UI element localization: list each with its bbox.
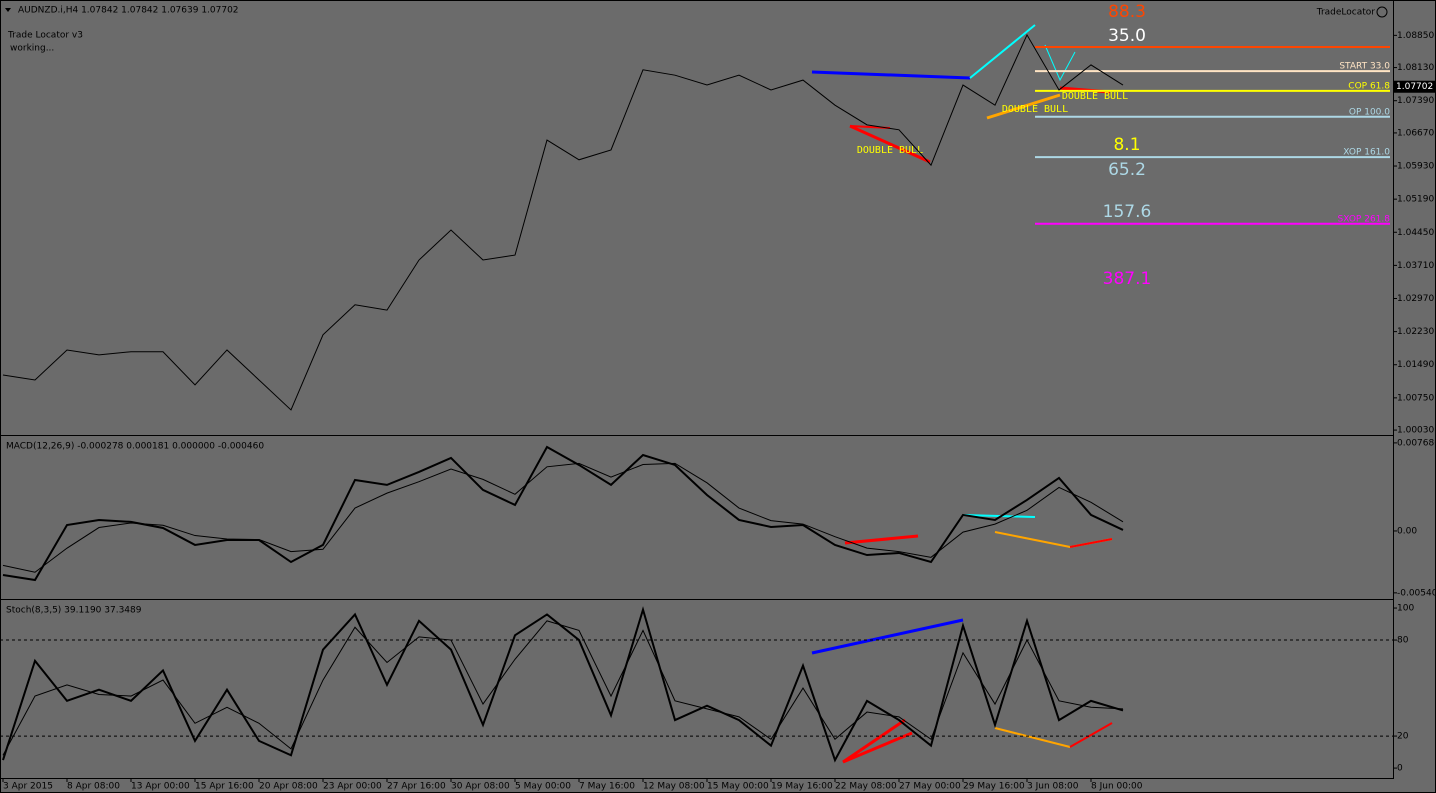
x-tick-label: 3 Jun 08:00: [1027, 782, 1079, 792]
trend-line: [811, 70, 971, 80]
trend-line: [969, 24, 1036, 79]
trend-line: [1069, 722, 1113, 748]
panel-title: MACD(12,26,9) -0.000278 0.000181 0.00000…: [6, 442, 264, 452]
y-tick-label: 1.02970: [1397, 294, 1434, 304]
trend-line: [962, 514, 1036, 518]
y-tick-label: 1.04450: [1397, 228, 1434, 238]
menu-arrow[interactable]: [5, 8, 11, 12]
y-tick-label: 0.007686: [1397, 438, 1436, 448]
y-tick-label: 1.00750: [1397, 393, 1434, 403]
indicator-name: Trade Locator v3: [7, 31, 83, 41]
y-tick-label: 0.00: [1397, 526, 1417, 536]
trend-line: [986, 93, 1061, 120]
x-tick-label: 8 Jun 00:00: [1091, 782, 1143, 792]
x-tick-label: 7 May 16:00: [579, 782, 635, 792]
panel-title: Stoch(8,3,5) 39.1190 37.3489: [6, 606, 142, 616]
y-tick-label: 1.07390: [1397, 96, 1434, 106]
x-tick-label: 5 May 00:00: [515, 782, 571, 792]
y-tick-label: 20: [1397, 732, 1409, 742]
fib-value: 157.6: [1103, 202, 1152, 222]
fib-value: 35.0: [1108, 26, 1146, 46]
x-tick-label: 19 May 16:00: [771, 782, 833, 792]
trend-line: [994, 727, 1071, 748]
level-label: OP 100.0: [1349, 107, 1390, 117]
pattern-label: DOUBLE BULL: [1002, 104, 1068, 115]
x-tick-label: 23 Apr 00:00: [323, 782, 382, 792]
trend-line: [842, 718, 913, 764]
x-tick-label: 8 Apr 08:00: [67, 782, 120, 792]
y-tick-label: 1.02230: [1397, 327, 1434, 337]
brand-icon[interactable]: [1376, 6, 1388, 18]
series-line: [2, 445, 1124, 582]
indicator-status: working...: [10, 44, 54, 54]
pattern-label: DOUBLE BULL: [857, 145, 923, 156]
pattern-label: DOUBLE BULL: [1062, 91, 1128, 102]
trend-line: [811, 618, 964, 655]
y-tick-label: 1.08850: [1397, 31, 1434, 41]
y-tick-label: 1.01490: [1397, 360, 1434, 370]
level-label: START 33.0: [1339, 62, 1390, 72]
trend-line: [849, 124, 931, 164]
y-tick-label: 80: [1397, 636, 1409, 646]
fib-value: 8.1: [1113, 135, 1140, 155]
level-label: COP 61.8: [1348, 81, 1390, 91]
y-tick-label: 1.06670: [1397, 128, 1434, 138]
x-tick-label: 13 Apr 00:00: [131, 782, 190, 792]
trend-line: [844, 534, 919, 545]
x-tick-label: 27 May 00:00: [899, 782, 961, 792]
x-tick-label: 12 May 08:00: [643, 782, 705, 792]
y-tick-label: 1.05930: [1397, 162, 1434, 172]
current-price-box: [1393, 80, 1436, 93]
y-tick-label: 1.05190: [1397, 195, 1434, 205]
series-line: [2, 620, 1124, 756]
x-tick-label: 30 Apr 08:00: [451, 782, 510, 792]
y-tick-label: 1.00030: [1397, 426, 1434, 436]
x-tick-label: 3 Apr 2015: [3, 782, 53, 792]
trend-line: [1069, 538, 1113, 548]
y-tick-label: -0.005401: [1397, 588, 1436, 598]
y-tick-label: 0: [1397, 764, 1403, 774]
fib-value: 65.2: [1108, 160, 1146, 180]
brand: TradeLocator: [1316, 8, 1376, 18]
x-tick-label: 15 May 00:00: [707, 782, 769, 792]
y-tick-label: 1.03710: [1397, 261, 1434, 271]
y-tick-label: 1.08130: [1397, 63, 1434, 73]
level-label: XOP 161.0: [1343, 148, 1390, 158]
symbol-info: AUDNZD.i,H4 1.07842 1.07842 1.07639 1.07…: [18, 6, 239, 16]
x-tick-label: 20 Apr 08:00: [259, 782, 318, 792]
trend-line: [1044, 44, 1076, 82]
x-tick-label: 15 Apr 16:00: [195, 782, 254, 792]
y-tick-label: 100: [1397, 604, 1414, 614]
fib-value: 88.3: [1108, 2, 1146, 22]
series-line: [2, 462, 1124, 573]
level-label: SXOP 261.8: [1338, 214, 1391, 224]
x-tick-label: 22 May 08:00: [835, 782, 897, 792]
current-price-label: 1.07702: [1396, 82, 1433, 92]
fib-value: 387.1: [1103, 269, 1152, 289]
x-tick-label: 27 Apr 16:00: [387, 782, 446, 792]
x-tick-label: 29 May 16:00: [963, 782, 1025, 792]
series-line: [2, 33, 1124, 411]
